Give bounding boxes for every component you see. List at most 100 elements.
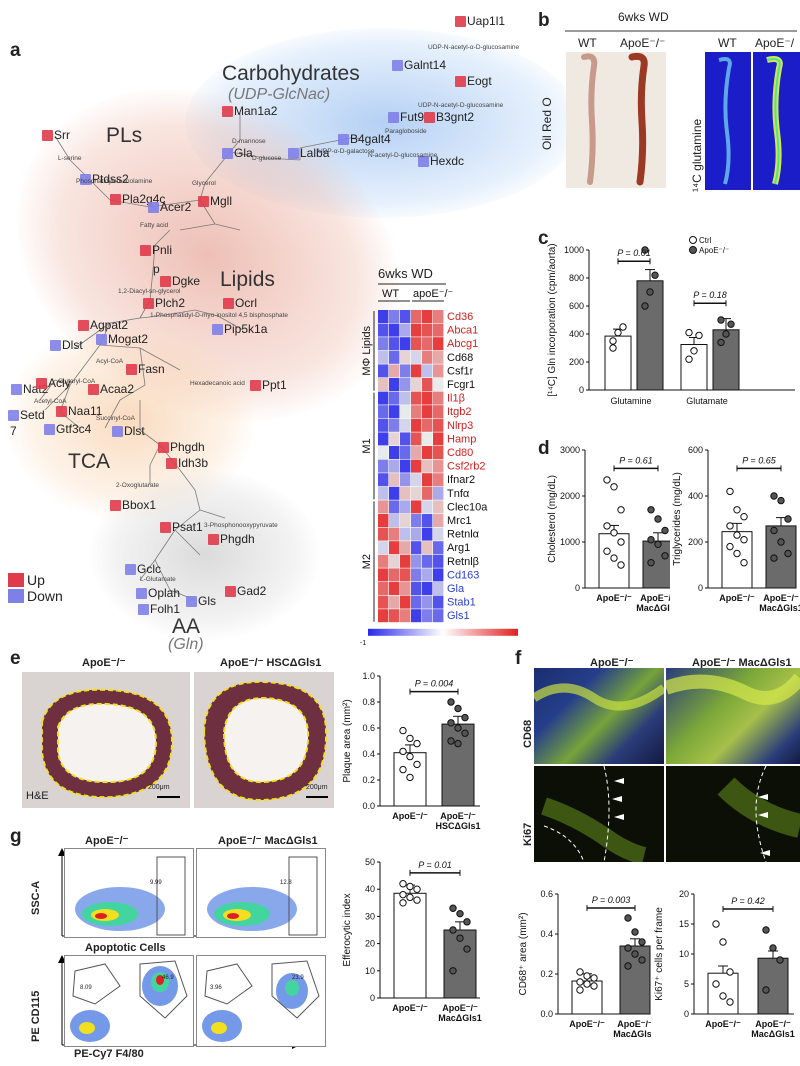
panel-e-left-title: ApoE⁻/⁻: [82, 657, 126, 669]
heatmap-cell: [411, 432, 422, 446]
down-marker-icon: [8, 409, 19, 421]
gene-node: Pip5k1a: [212, 322, 267, 336]
group-sub-aa: (Gln): [168, 636, 204, 653]
heatmap-cell: [433, 473, 444, 487]
y-tick-label: 0: [698, 583, 703, 593]
gene-label: Dgke: [172, 274, 201, 288]
up-marker-icon: [143, 297, 154, 309]
data-point: [726, 487, 734, 496]
heatmap-cell: [389, 378, 400, 391]
data-point: [762, 926, 770, 934]
data-point: [661, 526, 669, 535]
x-category-label: ApoE⁻/⁻: [392, 1003, 428, 1013]
metabolite-label: 1-Phosphatidyl-D-myo-inositol 4,5 bispho…: [150, 312, 289, 319]
heatmap-cell: [422, 541, 433, 555]
gene-node: 7: [10, 424, 17, 438]
gene-node: p: [153, 262, 160, 276]
y-tick-label: 200: [688, 537, 703, 547]
gene-node: Hexdc: [418, 154, 464, 168]
y-axis-label: Efferocytic index: [342, 893, 353, 966]
gene-label: Gla: [234, 146, 253, 160]
heatmap-cell: [422, 568, 433, 582]
data-point: [463, 918, 471, 926]
metabolite-label: UDP-N-acetyl-D-glucosamine: [418, 102, 504, 109]
heatmap-cell: [389, 486, 400, 500]
heatmap-gene-label: Mrc1: [447, 515, 471, 527]
x-category-label: ApoE⁻/⁻: [719, 593, 755, 603]
y-axis-label: Triglycerides (mg/dL): [672, 472, 683, 566]
up-marker-icon: [208, 533, 219, 545]
data-point: [399, 880, 407, 888]
heatmap-cell: [422, 405, 433, 419]
up-marker-icon: [88, 383, 99, 395]
data-point: [690, 347, 698, 355]
bar: [441, 723, 475, 807]
data-point: [617, 561, 625, 569]
gene-label: Uap1l1: [467, 14, 506, 28]
gene-label: Dlst: [124, 424, 145, 438]
legend-down-label: Down: [27, 588, 63, 604]
y-tick-label: 0: [684, 1009, 689, 1019]
panel-f-left-title: ApoE⁻/⁻: [590, 657, 634, 669]
gene-label: Setd: [20, 408, 45, 422]
panel-b-ko-label: ApoE⁻/⁻: [620, 36, 666, 50]
data-point: [617, 506, 625, 514]
data-point: [740, 536, 748, 544]
heatmap-gene-label: Gls1: [447, 610, 470, 622]
gene-label: Oplah: [148, 586, 181, 600]
y-tick-label: 5: [684, 979, 689, 989]
heatmap-cell: [378, 595, 389, 609]
data-point: [631, 928, 639, 936]
panel-b-wt-label: WT: [578, 36, 597, 50]
y-tick-label: 0: [575, 583, 580, 593]
heatmap-cell: [400, 500, 411, 514]
x-category-label: ApoE⁻/⁻: [392, 811, 428, 821]
up-marker-icon: [42, 129, 53, 141]
data-point: [712, 980, 720, 988]
cd68-left-image: [534, 668, 664, 764]
heatmap-cell: [422, 337, 433, 351]
heatmap-gene-label: Abca1: [447, 325, 478, 337]
heatmap-cell: [400, 432, 411, 446]
gene-node: B4galt4: [338, 132, 391, 146]
x-category-label: ApoE⁻/⁻: [755, 1019, 791, 1029]
data-point: [717, 338, 725, 347]
heatmap-cell: [378, 473, 389, 487]
heatmap-cell: [433, 405, 444, 419]
data-point: [583, 972, 591, 980]
heatmap-gene-label: Cd36: [447, 311, 473, 323]
heatmap-cell: [389, 405, 400, 419]
y-tick-label: 10: [679, 949, 689, 959]
p-value: P = 0.003: [592, 895, 630, 905]
ki67-row-label: Ki67: [522, 822, 534, 846]
x-category-label: MacΔGls1: [759, 603, 800, 613]
y-tick-label: 0.8: [362, 697, 375, 707]
heatmap-col-group: WT: [382, 288, 399, 300]
bar: [642, 540, 670, 589]
chart-g: 0 10 20 30 40 50 Efferocytic index ApoE⁻/⁻ ApoE⁻…: [342, 857, 482, 1023]
heatmap-cell: [422, 527, 433, 541]
bar: [636, 280, 664, 391]
down-marker-icon: [148, 201, 159, 213]
gene-node: Mgll: [198, 194, 232, 208]
data-point: [651, 271, 659, 279]
down-marker-icon: [338, 133, 349, 145]
p-value: P = 0.61: [619, 455, 652, 465]
data-point: [726, 998, 734, 1006]
gene-label: Gad2: [237, 584, 267, 598]
data-point: [654, 540, 662, 549]
metabolite-label: Succinyl-CoA: [96, 415, 136, 422]
up-marker-icon: [455, 75, 466, 87]
heatmap-cell: [422, 446, 433, 459]
gene-label: Fut9: [400, 110, 425, 124]
flow-y2-label: PE CD115: [30, 990, 42, 1042]
gene-label: Mgll: [210, 194, 233, 208]
heatmap-cell: [433, 378, 444, 391]
group-label-aa: AA: [172, 615, 201, 638]
up-marker-icon: [110, 193, 121, 205]
heatmap-cell: [378, 446, 389, 459]
down-marker-icon: [212, 323, 223, 335]
heatmap-row-group-label: MΦ Lipids: [361, 325, 373, 375]
up-marker-icon: [424, 111, 435, 123]
y-tick-label: 0.0: [540, 1009, 553, 1019]
